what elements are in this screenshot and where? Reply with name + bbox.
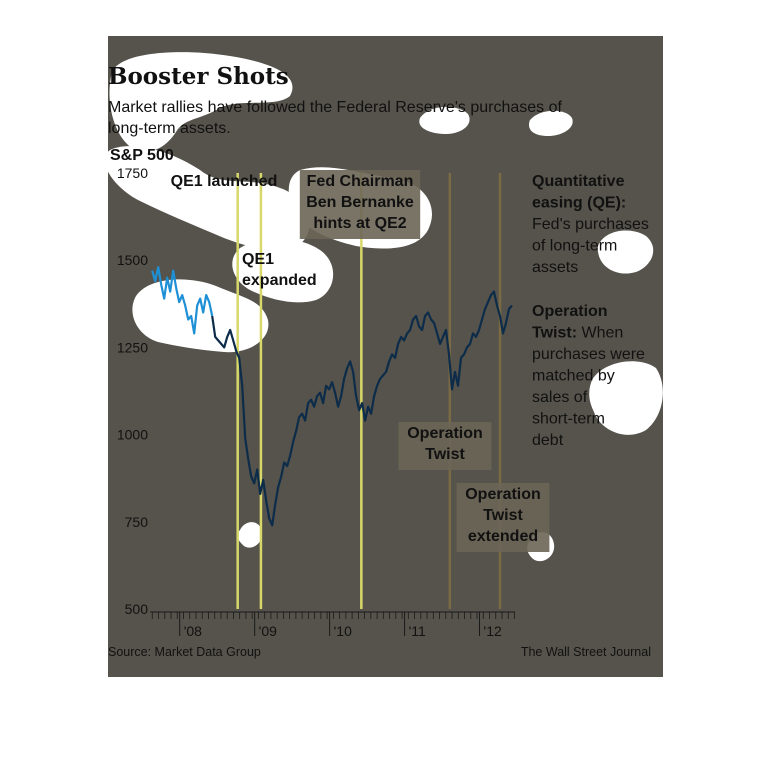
- event-label: QE1 launched: [171, 173, 278, 190]
- y-tick-label: 1000: [117, 427, 148, 443]
- legend-text: easing (QE):: [532, 195, 626, 212]
- event-label: Fed Chairman: [307, 173, 414, 190]
- event-label: Ben Bernanke: [306, 194, 414, 211]
- redaction-blob: [597, 230, 654, 274]
- y-tick-label: 1500: [117, 252, 148, 268]
- legend-text: Operation: [532, 303, 608, 320]
- chart-subtitle-line-1: Market rallies have followed the Federal…: [108, 99, 562, 116]
- legend-text: matched by: [532, 368, 615, 385]
- legend-text: short-term: [532, 411, 605, 428]
- legend-text: debt: [532, 432, 564, 449]
- redaction-blob: [132, 279, 269, 353]
- legend-text: sales of: [532, 389, 588, 406]
- x-tick-label: '11: [409, 623, 426, 639]
- chart-subtitle-line-2: long-term assets.: [108, 120, 231, 137]
- legend-text: assets: [532, 259, 578, 276]
- x-tick-label: '10: [334, 623, 352, 639]
- annotations-layer: QE1 launched QE1 expanded Fed Chairman Ben B…: [171, 170, 649, 552]
- credit-note: The Wall Street Journal: [521, 645, 651, 659]
- redaction-blob: [528, 110, 573, 136]
- source-note: Source: Market Data Group: [108, 645, 261, 659]
- event-label-box: [456, 483, 550, 552]
- series-line-dark: [211, 290, 513, 527]
- redaction-blob: [419, 106, 470, 134]
- series-layer: [151, 266, 513, 527]
- redaction-blob: [232, 238, 334, 303]
- event-label: Twist: [425, 446, 465, 463]
- event-label: Operation: [465, 486, 541, 503]
- event-label: Twist: [483, 507, 523, 524]
- redaction-blob: [237, 522, 262, 548]
- x-tick-label: '09: [259, 623, 277, 639]
- event-label: hints at QE2: [313, 215, 406, 232]
- series-line-light: [151, 266, 214, 335]
- x-tick-label: '12: [484, 623, 502, 639]
- text-layer: Booster Shots Market rallies have follow…: [108, 63, 651, 659]
- y-axis-label: S&P 500: [110, 147, 174, 164]
- event-label-box: [299, 170, 421, 239]
- redaction-blob: [104, 146, 310, 251]
- event-label: extended: [468, 528, 538, 545]
- y-tick-label: 1750: [117, 165, 148, 181]
- chart-panel: [108, 36, 663, 677]
- legend-text: Fed's purchases: [532, 216, 649, 233]
- redaction-blob: [589, 361, 663, 435]
- legend-text: Twist: When: [532, 325, 623, 342]
- legend-text: Quantitative: [532, 173, 625, 190]
- event-label-box: [398, 422, 492, 470]
- legend-text: purchases were: [532, 346, 645, 363]
- legend-text: of long-term: [532, 238, 617, 255]
- axes-layer: 1750 1500 1250 1000 750 500 '08 '09 '10 '11 '12: [117, 165, 515, 639]
- event-label: expanded: [242, 272, 317, 289]
- chart-title: Booster Shots: [108, 63, 289, 90]
- y-tick-label: 750: [125, 514, 149, 530]
- event-label: Operation: [407, 425, 483, 442]
- event-label: QE1: [242, 251, 274, 268]
- y-tick-label: 500: [125, 601, 149, 617]
- redaction-blob: [109, 52, 293, 152]
- y-tick-label: 1250: [117, 339, 148, 355]
- x-tick-label: '08: [184, 623, 202, 639]
